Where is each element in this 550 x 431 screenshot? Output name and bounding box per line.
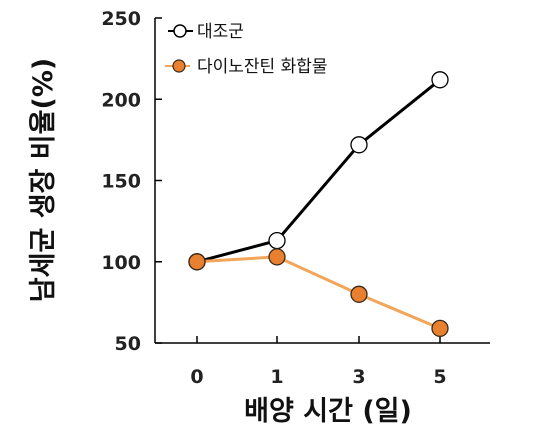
y-tick-label: 250	[101, 8, 141, 30]
data-point-compound	[350, 285, 368, 303]
y-axis-title: 남세균 생장 비율(%)	[28, 58, 59, 302]
x-tick-label: 3	[352, 366, 365, 388]
series-points	[188, 71, 449, 338]
data-point-compound	[188, 253, 206, 271]
legend-item-compound: 다이노잔틴 화합물	[165, 57, 328, 77]
legend-label-control: 대조군	[197, 22, 244, 42]
legend-marker-control	[173, 24, 187, 38]
data-point-control	[431, 71, 449, 89]
x-axis-ticks: 0 1 3 5	[190, 336, 447, 388]
x-tick-label: 5	[433, 366, 446, 388]
y-tick-label: 150	[101, 171, 141, 193]
chart-legend: 대조군 다이노잔틴 화합물	[165, 22, 328, 77]
series-line-compound	[196, 255, 441, 330]
data-point-compound	[268, 248, 286, 266]
series-line-control	[196, 78, 441, 264]
x-tick-label: 1	[270, 366, 283, 388]
y-axis-ticks: 50 100 150 200 250	[101, 8, 162, 355]
data-point-control	[350, 136, 368, 154]
legend-marker-compound	[172, 59, 186, 73]
x-tick-label: 0	[190, 366, 203, 388]
x-axis-title: 배양 시간 (일)	[244, 396, 412, 427]
data-point-control	[268, 231, 286, 250]
data-point-compound	[431, 319, 449, 338]
y-tick-label: 50	[115, 333, 141, 355]
y-tick-label: 200	[101, 89, 141, 111]
legend-label-compound: 다이노잔틴 화합물	[197, 57, 328, 77]
y-tick-label: 100	[101, 252, 141, 274]
legend-item-control: 대조군	[168, 22, 244, 42]
series-lines	[196, 78, 441, 330]
